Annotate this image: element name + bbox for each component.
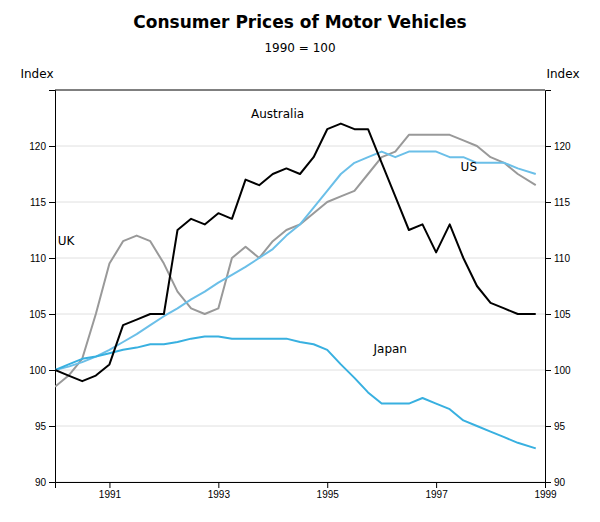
- tick: 1993: [208, 482, 231, 500]
- tick-label: 115: [554, 197, 570, 208]
- tick-mark: [109, 482, 110, 488]
- grid-line: [55, 426, 545, 427]
- axis-line: [49, 91, 56, 483]
- subtitle: 1990 = 100: [264, 41, 335, 55]
- tick: 100: [545, 365, 571, 376]
- title: Consumer Prices of Motor Vehicles: [133, 12, 466, 32]
- tick-label: 1999: [534, 489, 557, 500]
- y2-axis-title: Index: [546, 67, 579, 81]
- tick-label: 110: [554, 253, 570, 264]
- grid-line: [55, 258, 545, 259]
- annotation: US: [461, 160, 477, 174]
- tick-label: 105: [29, 309, 46, 320]
- tick-mark: [545, 370, 551, 371]
- grid-line: [55, 146, 545, 147]
- tick: 1997: [425, 482, 448, 500]
- annotation: UK: [58, 234, 76, 248]
- tick: 105: [29, 309, 55, 320]
- tick-label: 95: [554, 421, 566, 432]
- y-axis: 90 95 100 105 110 115 120: [29, 91, 55, 488]
- tick-mark: [49, 202, 55, 203]
- chart: Consumer Prices of Motor Vehicles 1990 = …: [0, 0, 600, 522]
- tick: 1995: [317, 482, 340, 500]
- plot: 1991199319951997199990951001051101151209…: [29, 90, 571, 500]
- tick-mark: [436, 482, 437, 488]
- tick-mark: [545, 202, 551, 203]
- tick-mark: [49, 146, 55, 147]
- series-line: [55, 336, 536, 448]
- tick: 110: [30, 253, 55, 264]
- tick-label: 95: [35, 421, 47, 432]
- y2-axis: 90 95 100 105 110 115 120: [545, 91, 571, 488]
- tick-label: 1997: [425, 489, 448, 500]
- tick: 95: [545, 421, 566, 432]
- tick-label: 115: [30, 197, 46, 208]
- tick-label: 1995: [317, 489, 340, 500]
- annotation: Japan: [373, 342, 407, 356]
- tick-mark: [49, 370, 55, 371]
- tick-mark: [545, 314, 551, 315]
- tick-mark: [218, 482, 219, 488]
- axis-line: [546, 91, 552, 483]
- grid-line: [55, 314, 545, 315]
- axis-line: [56, 483, 546, 489]
- tick-label: 1991: [99, 489, 122, 500]
- series-line: [55, 124, 536, 382]
- tick: 120: [29, 141, 55, 152]
- tick: 105: [545, 309, 571, 320]
- tick-label: 100: [554, 365, 571, 376]
- tick: 90: [545, 477, 566, 488]
- tick-label: 90: [554, 477, 566, 488]
- tick: 100: [29, 365, 55, 376]
- tick: 120: [545, 141, 571, 152]
- tick: 115: [30, 197, 55, 208]
- tick-mark: [545, 258, 551, 259]
- tick-mark: [49, 258, 55, 259]
- tick-mark: [545, 146, 551, 147]
- lines: [55, 124, 536, 449]
- tick-label: 90: [35, 477, 47, 488]
- tick-mark: [49, 314, 55, 315]
- tick-label: 120: [554, 141, 571, 152]
- tick-label: 120: [29, 141, 46, 152]
- tick-mark: [545, 426, 551, 427]
- tick-label: 110: [30, 253, 46, 264]
- tick: 90: [35, 477, 55, 488]
- tick-mark: [49, 482, 55, 483]
- annotations: Australia UK US Japan: [58, 107, 477, 356]
- tick-mark: [49, 426, 55, 427]
- grid-line: [55, 370, 545, 371]
- tick-mark: [327, 482, 328, 488]
- grid: [55, 146, 545, 482]
- tick-mark: [545, 482, 551, 483]
- frame: [55, 90, 545, 91]
- x-axis: 1991 1993 1995 1997 1999: [56, 482, 558, 500]
- tick: 115: [545, 197, 570, 208]
- tick-label: 100: [29, 365, 46, 376]
- y-axis-title: Index: [20, 67, 53, 81]
- tick: 95: [35, 421, 55, 432]
- grid-line: [55, 202, 545, 203]
- tick: 110: [545, 253, 570, 264]
- annotation: Australia: [251, 107, 304, 121]
- tick: 1991: [99, 482, 122, 500]
- tick-label: 105: [554, 309, 571, 320]
- tick-label: 1993: [208, 489, 231, 500]
